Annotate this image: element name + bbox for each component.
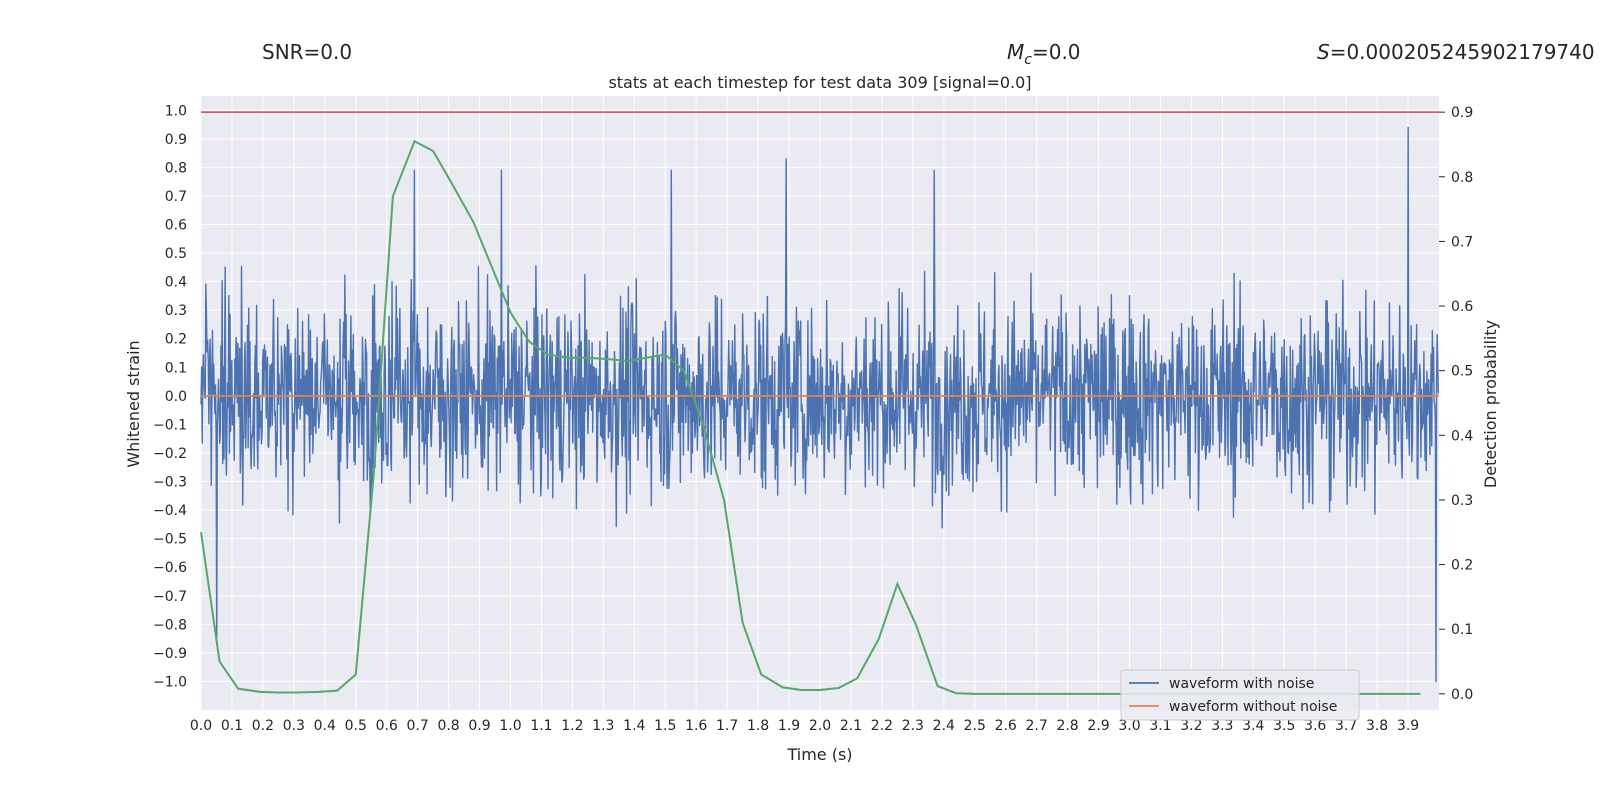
right-y-tick-label: 0.1 xyxy=(1451,622,1473,638)
x-axis-ticks: 0.0 0.1 0.2 0.3 0.4 0.5 0.6 0.7 0.8 0.9 1.0 1.1 1.2 1… xyxy=(190,718,1419,734)
x-tick-label: 3.1 xyxy=(1149,718,1171,734)
x-tick-label: 1.7 xyxy=(716,718,738,734)
x-tick-label: 3.5 xyxy=(1273,718,1295,734)
chirp-mass-label: Mc=0.0 xyxy=(1007,40,1081,68)
x-tick-label: 0.5 xyxy=(345,718,367,734)
left-y-tick-label: 0.3 xyxy=(165,303,187,319)
left-y-tick-label: 0.4 xyxy=(165,275,187,291)
chart-title: stats at each timestep for test data 309… xyxy=(608,73,1031,92)
x-tick-label: 1.4 xyxy=(623,718,645,734)
s-stat-symbol: S xyxy=(1317,40,1330,64)
x-tick-label: 0.8 xyxy=(437,718,459,734)
right-y-tick-label: 0.3 xyxy=(1451,493,1473,509)
right-y-tick-label: 0.6 xyxy=(1451,299,1473,315)
left-y-tick-label: −0.6 xyxy=(153,560,187,576)
x-tick-label: 0.1 xyxy=(221,718,243,734)
legend: waveform with noise waveform without noi… xyxy=(1120,669,1360,721)
x-tick-label: 1.2 xyxy=(561,718,583,734)
chirp-mass-symbol: M xyxy=(1007,40,1025,64)
x-tick-label: 0.3 xyxy=(283,718,305,734)
x-tick-label: 2.0 xyxy=(809,718,831,734)
x-tick-label: 3.7 xyxy=(1335,718,1357,734)
x-tick-label: 0.0 xyxy=(190,718,212,734)
x-tick-label: 2.3 xyxy=(902,718,924,734)
chirp-mass-value: =0.0 xyxy=(1031,40,1081,64)
x-tick-label: 2.1 xyxy=(840,718,862,734)
left-y-axis-ticks: 1.0 0.9 0.8 0.7 0.6 0.5 0.4 0.3 0.2 0.1 0.0 −0.1 −0.… xyxy=(153,103,187,690)
left-y-tick-label: 0.2 xyxy=(165,332,187,348)
snr-label: SNR=0.0 xyxy=(262,40,353,64)
x-tick-label: 3.4 xyxy=(1242,718,1264,734)
x-tick-label: 1.0 xyxy=(499,718,521,734)
x-tick-label: 3.6 xyxy=(1304,718,1326,734)
left-y-tick-label: 0.0 xyxy=(165,389,187,405)
x-tick-label: 1.5 xyxy=(654,718,676,734)
left-y-axis-label: Whitened strain xyxy=(124,340,143,467)
left-y-tick-label: −0.5 xyxy=(153,532,187,548)
left-y-tick-label: 0.7 xyxy=(165,189,187,205)
right-y-tick-label: 0.8 xyxy=(1451,170,1473,186)
right-y-tick-label: 0.9 xyxy=(1451,105,1473,121)
x-tick-label: 1.8 xyxy=(747,718,769,734)
noisy-waveform-series xyxy=(200,126,1440,683)
right-y-tick-label: 0.5 xyxy=(1451,364,1473,380)
x-tick-label: 0.6 xyxy=(376,718,398,734)
x-axis-label: Time (s) xyxy=(786,745,852,764)
x-tick-label: 2.2 xyxy=(871,718,893,734)
x-tick-label: 1.6 xyxy=(685,718,707,734)
x-tick-label: 2.9 xyxy=(1087,718,1109,734)
x-tick-label: 3.9 xyxy=(1397,718,1419,734)
s-stat-label: S=0.000205245902179740 xyxy=(1317,40,1595,64)
left-y-tick-label: 0.9 xyxy=(165,132,187,148)
x-tick-label: 2.5 xyxy=(964,718,986,734)
right-y-axis-ticks: 0.9 0.8 0.7 0.6 0.5 0.4 0.3 0.2 0.1 0.0 xyxy=(1439,105,1473,703)
left-y-tick-label: 0.5 xyxy=(165,246,187,262)
x-tick-label: 3.3 xyxy=(1211,718,1233,734)
x-tick-label: 0.2 xyxy=(252,718,274,734)
x-tick-label: 3.8 xyxy=(1366,718,1388,734)
left-y-tick-label: −0.4 xyxy=(153,503,187,519)
x-tick-label: 1.9 xyxy=(778,718,800,734)
left-y-tick-label: −0.9 xyxy=(153,646,187,662)
left-y-tick-label: −0.3 xyxy=(153,475,187,491)
left-y-tick-label: 0.6 xyxy=(165,218,187,234)
x-tick-label: 3.2 xyxy=(1180,718,1202,734)
x-tick-label: 0.9 xyxy=(468,718,490,734)
s-stat-value: =0.000205245902179740 xyxy=(1329,40,1595,64)
x-tick-label: 3.0 xyxy=(1118,718,1140,734)
left-y-tick-label: −0.8 xyxy=(153,617,187,633)
right-y-tick-label: 0.2 xyxy=(1451,558,1473,574)
x-tick-label: 0.4 xyxy=(314,718,336,734)
right-y-tick-label: 0.0 xyxy=(1451,687,1473,703)
x-tick-label: 2.4 xyxy=(933,718,955,734)
x-tick-label: 1.1 xyxy=(530,718,552,734)
left-y-tick-label: −0.2 xyxy=(153,446,187,462)
legend-box xyxy=(1120,669,1360,721)
grid xyxy=(200,96,1439,710)
x-tick-label: 0.7 xyxy=(407,718,429,734)
left-y-tick-label: 0.8 xyxy=(165,160,187,176)
x-tick-label: 2.8 xyxy=(1056,718,1078,734)
chirp-mass-subscript: c xyxy=(1024,52,1032,68)
legend-label-noise: waveform with noise xyxy=(1169,676,1314,692)
left-y-tick-label: −0.1 xyxy=(153,417,187,433)
right-y-tick-label: 0.4 xyxy=(1451,428,1473,444)
left-y-tick-label: 1.0 xyxy=(165,103,187,119)
right-y-tick-label: 0.7 xyxy=(1451,234,1473,250)
left-y-tick-label: −1.0 xyxy=(153,674,187,690)
noisy-waveform-line xyxy=(200,126,1440,683)
x-tick-label: 2.6 xyxy=(995,718,1017,734)
x-tick-label: 1.3 xyxy=(592,718,614,734)
x-tick-label: 2.7 xyxy=(1026,718,1048,734)
right-y-axis-label: Detection probability xyxy=(1481,320,1500,488)
left-y-tick-label: 0.1 xyxy=(165,360,187,376)
left-y-tick-label: −0.7 xyxy=(153,589,187,605)
legend-label-clean: waveform without noise xyxy=(1169,699,1337,715)
